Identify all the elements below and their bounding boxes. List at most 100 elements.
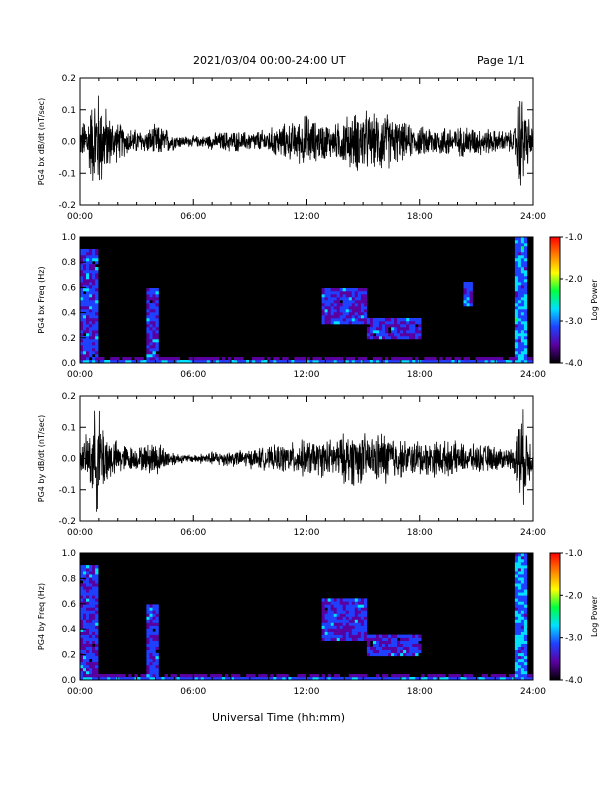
spectrogram-cell bbox=[385, 360, 389, 364]
spectrogram-cell bbox=[89, 321, 93, 325]
spectrogram-cell bbox=[89, 571, 93, 575]
spectrogram-cell bbox=[95, 315, 99, 319]
spectrogram-cell bbox=[406, 357, 410, 361]
spectrogram-cell bbox=[155, 634, 159, 638]
spectrogram-cell bbox=[89, 306, 93, 310]
spectrogram-cell bbox=[517, 321, 522, 325]
spectrogram-cell bbox=[92, 667, 96, 672]
spectrogram-cell bbox=[514, 664, 519, 669]
spectrogram-cell bbox=[333, 616, 337, 620]
spectrogram-cell bbox=[321, 677, 325, 681]
spectrogram-cell bbox=[406, 643, 410, 647]
spectrogram-cell bbox=[83, 674, 87, 678]
spectrogram-cell bbox=[89, 261, 93, 265]
spectrogram-cell bbox=[231, 360, 235, 364]
spectrogram-cell bbox=[324, 321, 328, 325]
spectrogram-cell bbox=[523, 309, 528, 313]
spectrogram-cell bbox=[517, 664, 522, 669]
spectrogram-cell bbox=[146, 318, 150, 322]
spectrogram-cell bbox=[400, 321, 404, 325]
spectrogram-cell bbox=[83, 677, 87, 681]
spectrogram-cell bbox=[155, 664, 159, 669]
spectrogram-cell bbox=[155, 324, 159, 328]
y-tick-label-2-2: 0.0 bbox=[62, 455, 77, 465]
spectrogram-cell bbox=[273, 360, 277, 364]
spectrogram-cell bbox=[520, 580, 525, 584]
spectrogram-cell bbox=[520, 345, 525, 349]
spectrogram-cell bbox=[493, 357, 497, 361]
spectrogram-cell bbox=[206, 357, 211, 361]
spectrogram-cell bbox=[394, 640, 398, 644]
spectrogram-cell bbox=[321, 622, 325, 626]
spectrogram-cell bbox=[327, 598, 331, 602]
spectrogram-cell bbox=[523, 646, 528, 650]
spectrogram-cell bbox=[514, 589, 519, 593]
spectrogram-cell bbox=[345, 613, 350, 617]
spectrogram-cell bbox=[520, 240, 525, 244]
spectrogram-cell bbox=[164, 674, 168, 678]
spectrogram-cell bbox=[412, 643, 416, 647]
spectrogram-cell bbox=[418, 327, 422, 331]
spectrogram-cell bbox=[95, 583, 99, 587]
spectrogram-cell bbox=[382, 637, 386, 641]
spectrogram-cell bbox=[89, 249, 93, 253]
spectrogram-cell bbox=[388, 649, 392, 654]
spectrogram-cell bbox=[351, 631, 356, 635]
spectrogram-cell bbox=[92, 634, 96, 638]
spectrogram-cell bbox=[454, 360, 458, 364]
y-tick-label-1-4: 0.2 bbox=[62, 334, 76, 344]
spectrogram-cell bbox=[110, 677, 114, 681]
spectrogram-cell bbox=[95, 598, 99, 602]
spectrogram-cell bbox=[342, 315, 346, 319]
spectrogram-cell bbox=[80, 282, 84, 286]
x-tick-label-3-4: 24:00 bbox=[520, 687, 546, 697]
spectrogram-cell bbox=[194, 360, 199, 364]
spectrogram-cell bbox=[95, 297, 99, 301]
spectrogram-cell bbox=[80, 613, 84, 617]
spectrogram-cell bbox=[517, 631, 522, 635]
spectrogram-cell bbox=[520, 637, 525, 641]
spectrogram-cell bbox=[95, 330, 99, 334]
spectrogram-cell bbox=[351, 360, 356, 364]
spectrogram-cell bbox=[379, 652, 383, 657]
spectrogram-cell bbox=[89, 333, 93, 337]
spectrogram-cell bbox=[351, 677, 356, 681]
spectrogram-cell bbox=[466, 288, 470, 292]
spectrogram-cell bbox=[212, 674, 217, 678]
spectrogram-cell bbox=[333, 610, 337, 614]
spectrogram-cell bbox=[80, 637, 84, 641]
spectrogram-cell bbox=[146, 622, 150, 626]
spectrogram-cell bbox=[149, 318, 153, 322]
spectrogram-cell bbox=[92, 294, 96, 298]
spectrogram-cell bbox=[80, 333, 84, 337]
spectrogram-cell bbox=[523, 333, 528, 337]
spectrogram-cell bbox=[345, 306, 350, 310]
spectrogram-cell bbox=[339, 306, 343, 310]
spectrogram-cell bbox=[415, 634, 419, 638]
spectrogram-cell bbox=[400, 360, 404, 364]
spectrogram-cell bbox=[101, 677, 105, 681]
spectrogram-cell bbox=[218, 677, 223, 681]
spectrogram-cell bbox=[330, 631, 334, 635]
spectrogram-cell bbox=[155, 670, 159, 675]
spectrogram-cell bbox=[385, 677, 389, 681]
colorbar-tick-label-1-0: -1.0 bbox=[565, 233, 583, 243]
spectrogram-cell bbox=[385, 318, 389, 322]
spectrogram-cell bbox=[523, 360, 528, 364]
spectrogram-cell bbox=[83, 574, 87, 578]
spectrogram-cell bbox=[330, 312, 334, 316]
spectrogram-cell bbox=[86, 595, 90, 599]
spectrogram-cell bbox=[80, 598, 84, 602]
spectrogram-cell bbox=[167, 360, 171, 364]
spectrogram-cell bbox=[80, 634, 84, 638]
spectrogram-cell bbox=[327, 357, 331, 361]
spectrogram-cell bbox=[146, 677, 150, 681]
spectrogram-cell bbox=[354, 315, 359, 319]
spectrogram-cell bbox=[502, 674, 507, 678]
spectrogram-cell bbox=[83, 664, 87, 669]
spectrogram-cell bbox=[89, 616, 93, 620]
spectrogram-cell bbox=[89, 631, 93, 635]
spectrogram-cell bbox=[520, 574, 525, 578]
spectrogram-cell bbox=[161, 360, 165, 364]
spectrogram-cell bbox=[119, 360, 123, 364]
